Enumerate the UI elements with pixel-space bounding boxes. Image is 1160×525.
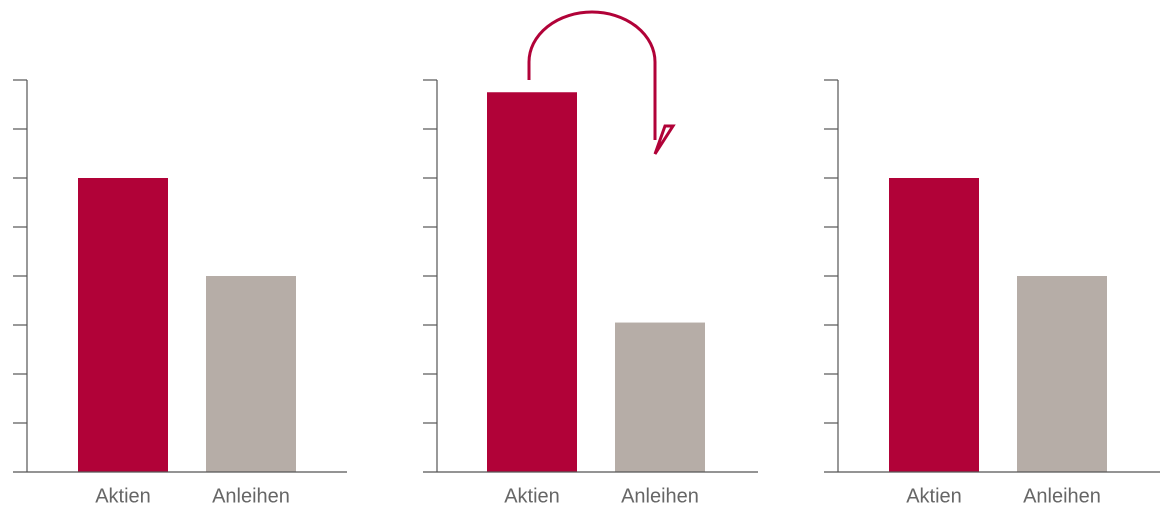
bar-anleihen (615, 322, 705, 472)
rebalance-arrow-curve (527, 10, 657, 140)
arrow-head-icon (653, 124, 676, 155)
rebalance-arrow (527, 10, 676, 155)
x-tick-label-anleihen: Anleihen (212, 485, 290, 507)
x-tick-label-aktien: Aktien (906, 485, 962, 507)
bar-anleihen (206, 276, 296, 472)
chart-panel-3: Aktien Anleihen (824, 79, 1160, 507)
bar-aktien (889, 178, 979, 472)
bar-anleihen (1017, 276, 1107, 472)
bar-aktien (487, 92, 577, 472)
chart-panel-2: Aktien Anleihen (423, 10, 758, 507)
chart-panel-1: Aktien Anleihen (13, 79, 347, 507)
bar-aktien (78, 178, 168, 472)
x-tick-label-anleihen: Anleihen (1023, 485, 1101, 507)
x-tick-label-anleihen: Anleihen (621, 485, 699, 507)
x-tick-label-aktien: Aktien (504, 485, 560, 507)
x-tick-label-aktien: Aktien (95, 485, 151, 507)
